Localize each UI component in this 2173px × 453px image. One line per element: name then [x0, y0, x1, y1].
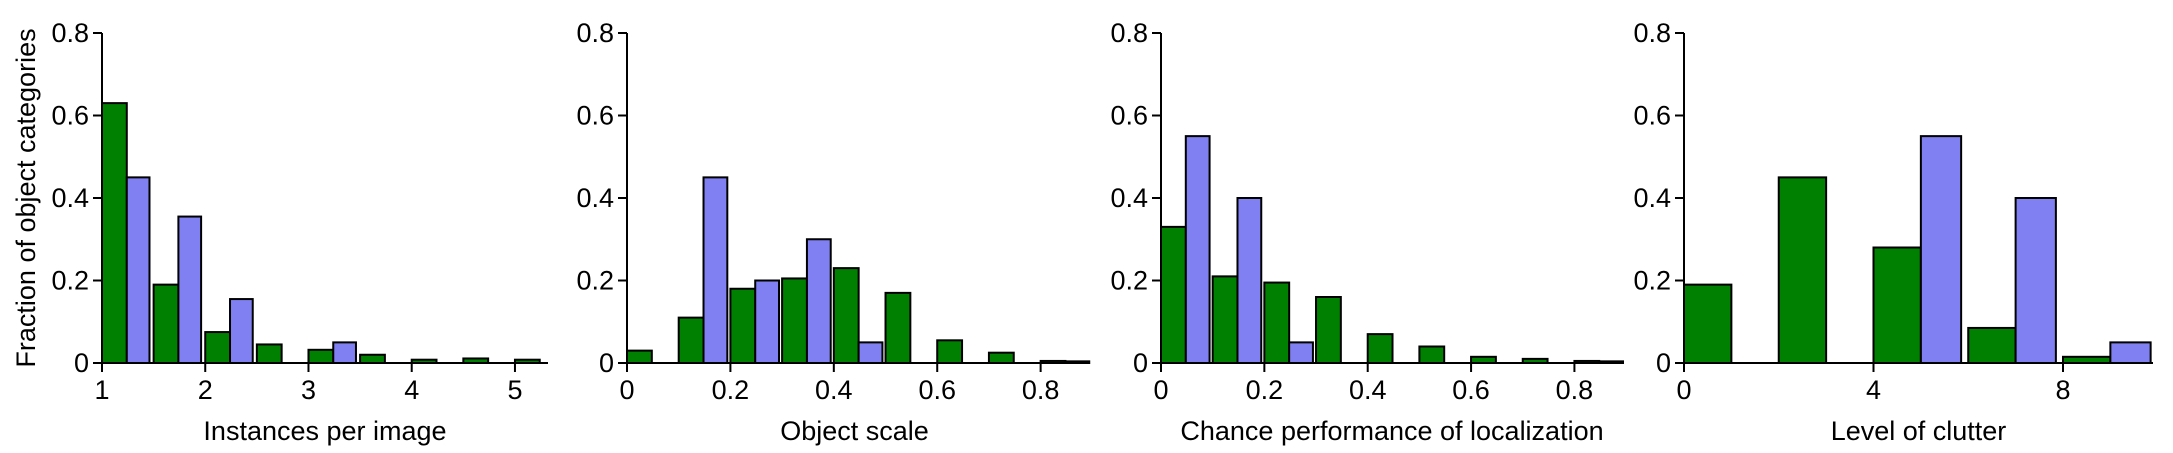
y-tick-label: 0.8: [1633, 18, 1671, 48]
histogram-bar-blue: [2109, 341, 2152, 364]
chart-panel-1: 0 0.2 0.4 0.6 0.8 1 2 3 4 5 Instances per image Fra…: [11, 18, 548, 446]
chart-panel-3: 0 0.2 0.4 0.6 0.8 0 0.2 0.4 0.6 0.8 Chance perform…: [1110, 18, 1624, 446]
y-tick-label: 0.4: [51, 183, 89, 213]
x-axis-label: Object scale: [780, 416, 929, 446]
histogram-bar-green: [626, 349, 653, 364]
histogram-bar-blue: [125, 176, 151, 364]
x-tick-label: 0.2: [1246, 375, 1284, 405]
y-tick-label: 0.6: [51, 101, 89, 131]
x-tick-label: 0.2: [712, 375, 750, 405]
x-tick-label: 0.4: [1349, 375, 1387, 405]
histogram-bar-blue: [177, 215, 203, 364]
y-tick-label: 0.4: [576, 183, 614, 213]
histogram-bar-green: [936, 339, 964, 364]
x-tick-label: 0: [1676, 375, 1691, 405]
y-tick-label: 0.4: [1110, 183, 1148, 213]
x-tick-label: 0.4: [815, 375, 853, 405]
histogram-bar-green: [101, 102, 128, 364]
y-tick-label: 0.6: [1633, 101, 1671, 131]
histogram-bar-blue: [2014, 197, 2057, 364]
histogram-bar-green: [204, 331, 232, 364]
x-tick-label: 8: [2055, 375, 2070, 405]
y-tick-label: 0.6: [576, 101, 614, 131]
y-tick-label: 0.2: [576, 266, 614, 296]
x-tick-label: 3: [301, 375, 316, 405]
histogram-bar-green: [781, 277, 808, 364]
y-tick-label: 0: [1133, 348, 1148, 378]
x-axis-label: Chance performance of localization: [1180, 416, 1603, 446]
histogram-bar-green: [1315, 296, 1342, 364]
chart-panel-2: 0 0.2 0.4 0.6 0.8 0 0.2 0.4 0.6 0.8 Object scale: [576, 18, 1091, 446]
y-tick-label: 0.8: [51, 18, 89, 48]
histogram-bar-green: [677, 316, 705, 364]
x-tick-label: 4: [1866, 375, 1881, 405]
histogram-bar-blue: [1288, 341, 1314, 364]
histogram-bar-green: [1366, 333, 1394, 364]
histogram-bar-green: [1418, 345, 1446, 364]
x-tick-label: 0: [619, 375, 634, 405]
x-tick-label: 1: [94, 375, 109, 405]
histogram-bar-green: [1263, 281, 1291, 364]
x-tick-label: 0.8: [1022, 375, 1060, 405]
y-tick-label: 0.8: [1110, 18, 1148, 48]
y-tick-label: 0.8: [576, 18, 614, 48]
histogram-bar-green: [307, 348, 335, 364]
y-axis-label: Fraction of object categories: [11, 28, 41, 367]
y-tick-label: 0.4: [1633, 183, 1671, 213]
x-tick-label: 4: [404, 375, 419, 405]
histogram-bar-blue: [754, 279, 781, 364]
y-tick-label: 0.2: [1633, 266, 1671, 296]
y-tick-label: 0.6: [1110, 101, 1148, 131]
histogram-bar-green: [152, 283, 180, 364]
x-tick-label: 5: [507, 375, 522, 405]
histogram-bar-blue: [702, 176, 729, 364]
histogram-bar-green: [987, 351, 1015, 364]
histogram-bar-green: [1872, 246, 1922, 364]
x-tick-label: 0.8: [1556, 375, 1594, 405]
y-tick-label: 0.2: [1110, 266, 1148, 296]
x-tick-label: 0.6: [1452, 375, 1490, 405]
histogram-bar-blue: [1236, 197, 1263, 364]
histogram-bar-green: [1777, 176, 1828, 364]
histogram-bar-blue: [805, 238, 832, 364]
histogram-bar-green: [1160, 225, 1187, 364]
x-tick-label: 2: [198, 375, 213, 405]
histogram-bar-green: [729, 287, 757, 364]
y-tick-label: 0.2: [51, 266, 89, 296]
x-axis-label: Instances per image: [203, 416, 446, 446]
y-tick-label: 0: [74, 348, 89, 378]
histogram-bar-green: [359, 353, 386, 364]
histogram-bar-green: [255, 343, 283, 364]
histogram-bar-blue: [1184, 135, 1211, 364]
histogram-bar-green: [1211, 275, 1239, 364]
x-tick-label: 0: [1153, 375, 1168, 405]
histogram-bar-green: [884, 291, 912, 364]
x-tick-label: 0.6: [918, 375, 956, 405]
x-axis-label: Level of clutter: [1831, 416, 2007, 446]
histogram-bar-blue: [332, 341, 357, 364]
y-tick-label: 0: [599, 348, 614, 378]
histogram-bar-blue: [229, 298, 254, 364]
histogram-bar-blue: [857, 341, 884, 364]
histogram-bar-blue: [1919, 135, 1963, 364]
histogram-bar-green: [1683, 283, 1733, 364]
chart-panel-4: 0 0.2 0.4 0.6 0.8 0 4 8 Level of clutter: [1633, 18, 2153, 446]
histogram-bar-green: [1967, 326, 2017, 364]
y-tick-label: 0: [1656, 348, 1671, 378]
histogram-bar-green: [832, 267, 860, 364]
